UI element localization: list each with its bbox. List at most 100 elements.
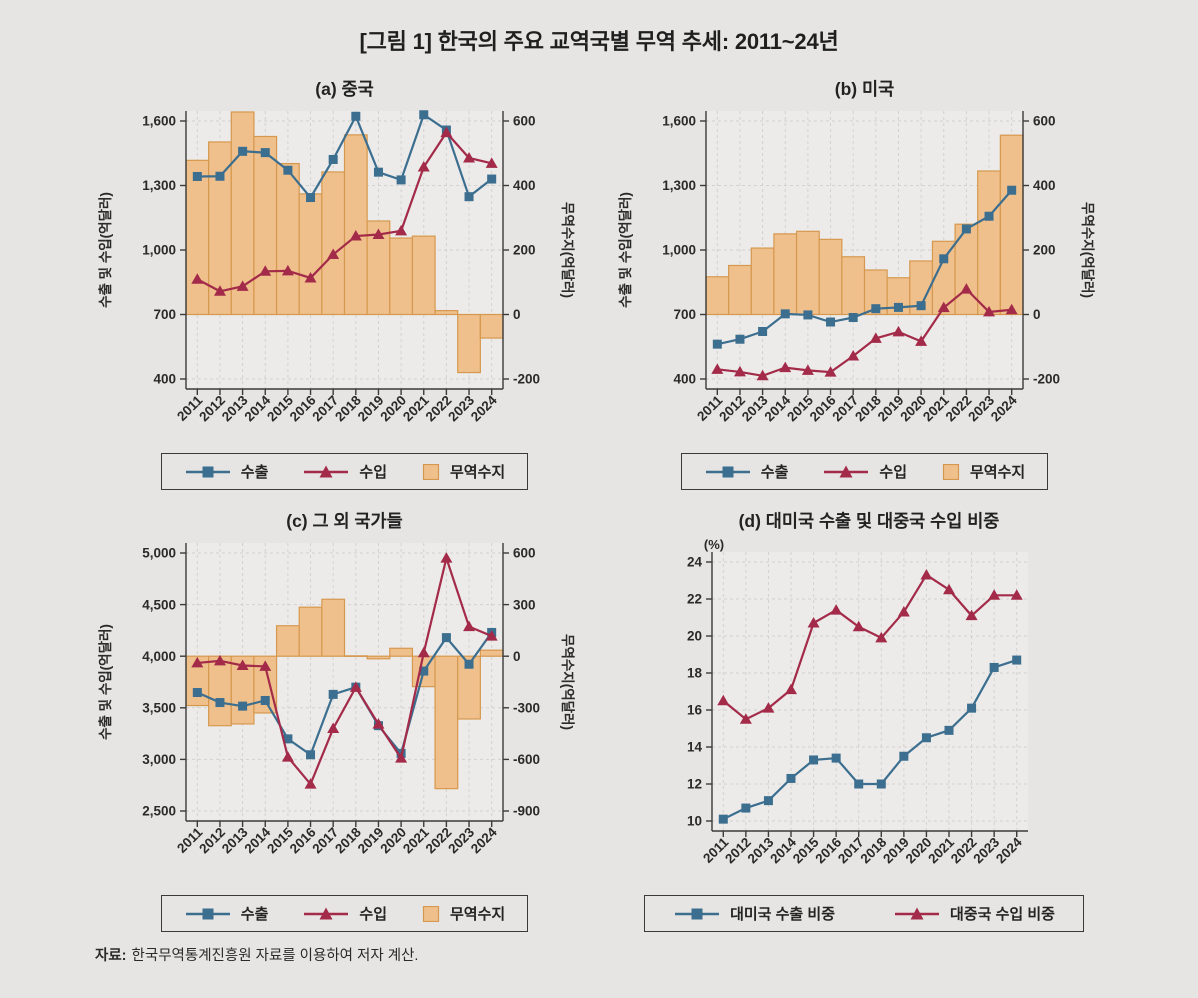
line-square-icon [705, 466, 750, 477]
svg-text:-900: -900 [513, 804, 540, 819]
panel-usa: (b) 미국 400 700 1,000 1,300 1,600 -200 0 200 400 6… [608, 76, 1108, 490]
line-square-icon [185, 466, 230, 477]
svg-text:16: 16 [687, 703, 703, 718]
shares-legend-row: 대미국 수출 비중 대중국 수입 비중 [608, 895, 1108, 932]
svg-text:1,600: 1,600 [142, 114, 176, 129]
figure-title: [그림 1] 한국의 주요 교역국별 무역 추세: 2011~24년 [359, 29, 839, 54]
legend-label: 수입 [359, 906, 387, 923]
y-axis-right-title: 무역수지(억달러) [560, 202, 576, 298]
svg-text:10: 10 [687, 814, 702, 829]
legend-item-export: 수출 [704, 461, 789, 482]
import-line-series [191, 552, 498, 789]
svg-text:-600: -600 [513, 752, 540, 767]
svg-text:-200: -200 [1033, 372, 1060, 387]
svg-text:1,600: 1,600 [662, 114, 696, 129]
source-text: 한국무역통계진흥원 자료를 이용하여 저자 계산. [131, 948, 419, 964]
bar-icon [422, 463, 440, 480]
legend-label: 대중국 수입 비중 [950, 906, 1055, 923]
svg-text:18: 18 [687, 666, 703, 681]
legend-label: 수출 [240, 906, 269, 923]
source-note: 자료: 한국무역통계진흥원 자료를 이용하여 저자 계산. [95, 944, 418, 965]
import-line-series [711, 283, 1018, 381]
svg-text:600: 600 [513, 114, 536, 129]
svg-text:5,000: 5,000 [142, 546, 176, 561]
legend-label: 무역수지 [970, 464, 1026, 481]
svg-text:2024: 2024 [468, 392, 500, 424]
svg-text:1,300: 1,300 [142, 178, 176, 193]
balance-bars [705, 134, 1024, 316]
line-triangle-icon [304, 907, 349, 919]
svg-text:4,000: 4,000 [142, 649, 176, 664]
legend-item-export: 대미국 수출 비중 [673, 903, 835, 924]
svg-text:3,000: 3,000 [142, 752, 176, 767]
svg-text:700: 700 [153, 307, 176, 322]
svg-text:2024: 2024 [468, 824, 500, 856]
unit-label: (%) [704, 538, 724, 552]
svg-text:600: 600 [513, 546, 536, 561]
legend-item-import: 수입 [302, 903, 387, 924]
svg-text:-300: -300 [513, 701, 540, 716]
svg-text:1,000: 1,000 [142, 243, 176, 258]
y-axis-right-title: 무역수지(억달러) [560, 634, 576, 730]
svg-text:0: 0 [513, 649, 521, 664]
svg-text:400: 400 [673, 372, 696, 387]
legend-item-balance: 무역수지 [421, 461, 505, 482]
svg-text:0: 0 [1033, 307, 1041, 322]
chart-b-svg: 4007001,0001,3001,600-200020040060020112… [617, 111, 1096, 424]
china-legend: 수출 수입 무역수지 [160, 453, 529, 490]
panel-others: (c) 그 외 국가들 2,500 3,000 3,500 4,000 4,500 5,0… [88, 508, 588, 932]
svg-text:20: 20 [687, 629, 702, 644]
balance-bars [185, 111, 504, 374]
svg-text:400: 400 [1033, 178, 1056, 193]
import-line-series [717, 568, 1023, 724]
svg-text:14: 14 [687, 740, 703, 755]
svg-text:1,000: 1,000 [662, 243, 696, 258]
panel-shares: (d) 대미국 수출 및 대중국 수입 비중 10 12 14 16 18 20 22 24 2… [608, 508, 1108, 932]
line-triangle-icon [304, 465, 349, 477]
bar-icon [942, 463, 960, 480]
svg-text:600: 600 [1033, 114, 1056, 129]
svg-text:200: 200 [1033, 243, 1056, 258]
china-legend-row: 수출 수입 무역수지 [88, 453, 588, 490]
usa-chart-canvas: 400 700 1,000 1,300 1,600 -200 0 200 400 600 2011 2… [608, 106, 1108, 451]
legend-item-import: 수입 [302, 461, 387, 482]
import-line-series [191, 126, 498, 296]
source-label: 자료: [95, 948, 127, 964]
chart-d-svg: 1012141618202224201120122013201420152016… [687, 537, 1028, 866]
legend-label: 무역수지 [450, 906, 506, 923]
line-square-icon [185, 908, 230, 919]
legend-item-import: 대중국 수입 비중 [893, 903, 1055, 924]
legend-item-export: 수출 [184, 903, 269, 924]
legend-item-balance: 무역수지 [421, 903, 505, 924]
legend-label: 수출 [760, 464, 789, 481]
svg-text:700: 700 [673, 307, 696, 322]
line-triangle-icon [895, 907, 939, 919]
legend-label: 수입 [879, 464, 907, 481]
svg-text:12: 12 [687, 777, 702, 792]
export-line-series [718, 655, 1022, 824]
y-axis-left-title: 수출 및 수입(억달러) [617, 192, 633, 308]
others-chart-canvas: 2,500 3,000 3,500 4,000 4,500 5,000 -900 -600 -3… [88, 538, 588, 883]
chart-a-svg: 4007001,0001,3001,600-200020040060020112… [97, 110, 576, 424]
legend-label: 수입 [359, 464, 387, 481]
legend-item-export: 수출 [184, 461, 268, 482]
y-axis-left-title: 수출 및 수입(억달러) [97, 624, 113, 740]
svg-text:2024: 2024 [988, 392, 1020, 424]
svg-text:2024: 2024 [993, 834, 1025, 866]
balance-bars [185, 598, 504, 790]
export-line-series [712, 185, 1017, 349]
chart-c-svg: 2,500 3,000 3,500 4,000 4,500 5,000 -900 -600 -3… [97, 543, 576, 856]
svg-text:3,500: 3,500 [142, 701, 176, 716]
others-legend: 수출 수입 무역수지 [160, 895, 529, 932]
y-axis-left-title: 수출 및 수입(억달러) [97, 192, 113, 308]
svg-text:400: 400 [513, 178, 536, 193]
line-square-icon [675, 908, 720, 919]
legend-label: 무역수지 [450, 464, 506, 481]
line-triangle-icon [824, 465, 869, 477]
svg-text:4,500: 4,500 [142, 597, 176, 612]
panel-shares-title: (d) 대미국 수출 및 대중국 수입 비중 [738, 511, 1000, 531]
y-axis-right-title: 무역수지(억달러) [1080, 202, 1096, 298]
usa-legend-row: 수출 수입 무역수지 [608, 453, 1108, 490]
legend-item-balance: 무역수지 [941, 461, 1025, 482]
